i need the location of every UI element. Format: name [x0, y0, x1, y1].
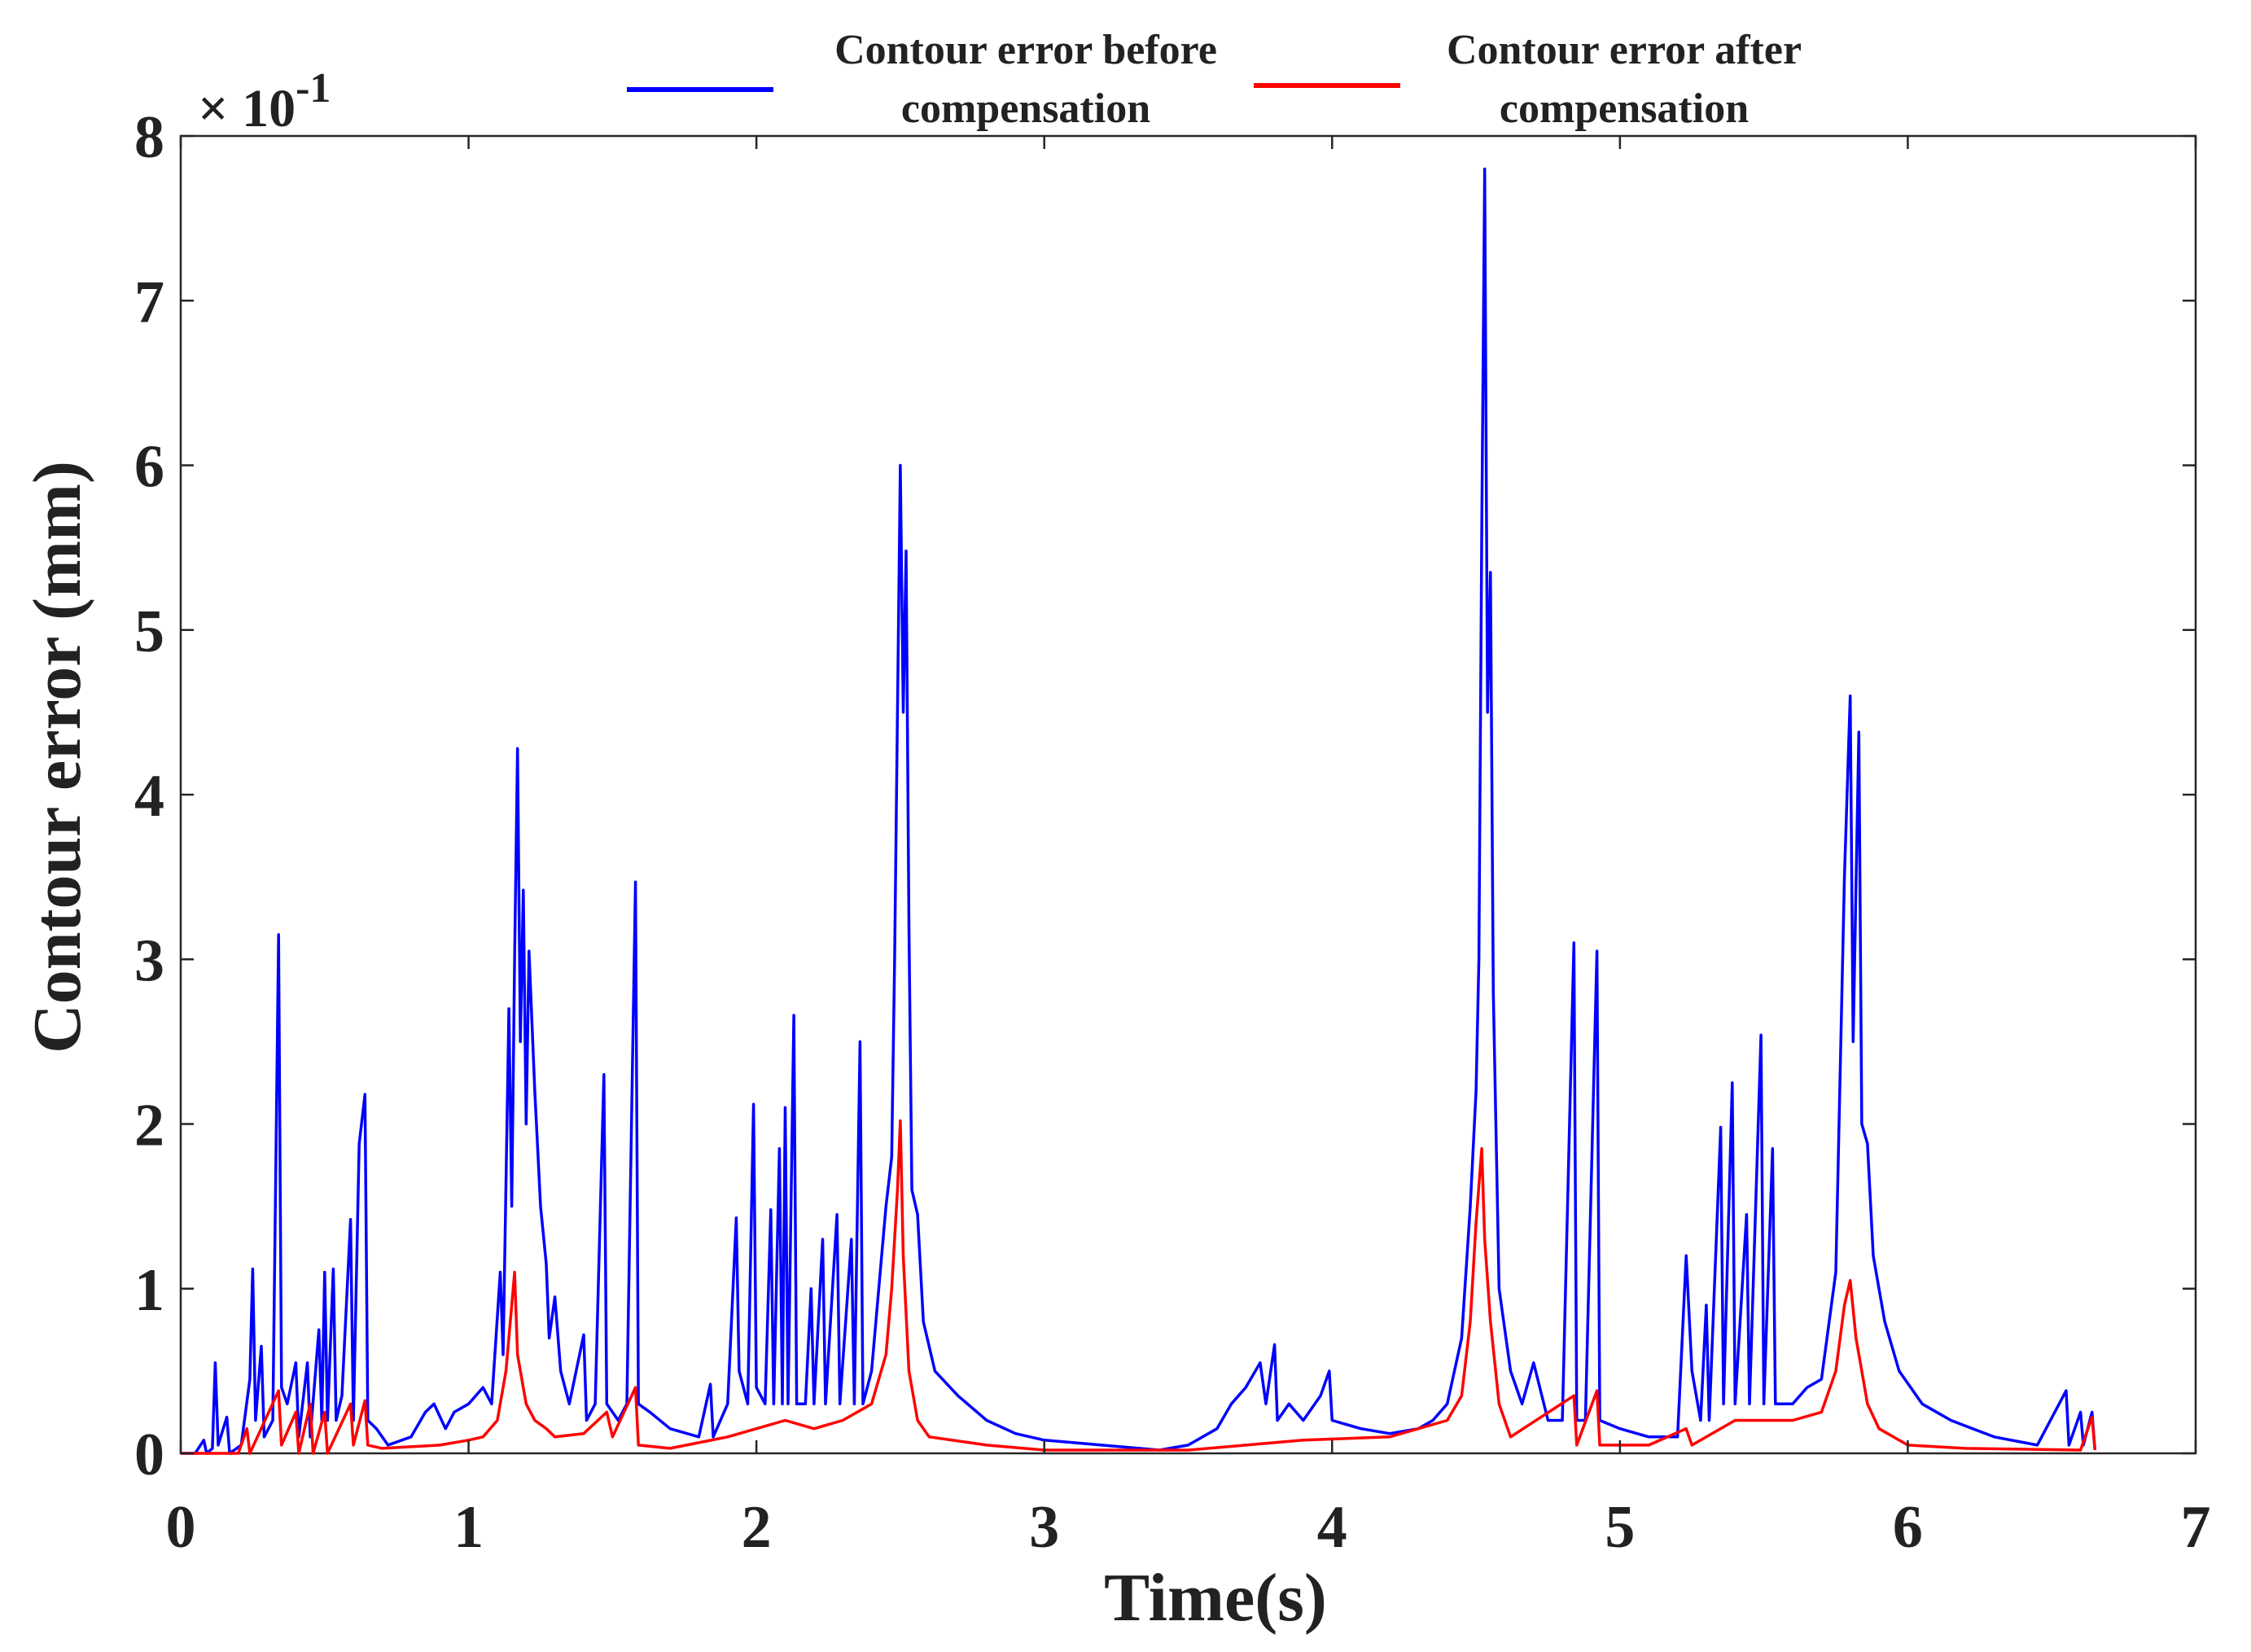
y-tick-label: 2 — [134, 1093, 164, 1159]
y-tick-label: 1 — [134, 1257, 164, 1324]
plot-frame — [179, 134, 2197, 1455]
legend-label-before-line2: compensation — [901, 85, 1150, 132]
y-axis-multiplier-base: × 10 — [198, 79, 296, 138]
x-tick-label: 0 — [166, 1494, 196, 1561]
series-line-1 — [181, 1119, 2097, 1455]
series-layer — [181, 167, 2097, 1455]
y-axis-title: Contour error (mm) — [20, 461, 95, 1054]
ticks-layer: 0 1 2 3 4 5 6 7 0 1 2 3 4 5 6 7 8 — [134, 104, 2211, 1561]
y-tick-label: 0 — [134, 1422, 164, 1488]
x-tick-label: 5 — [1605, 1494, 1635, 1561]
legend: Contour error before compensation Contou… — [627, 27, 1802, 132]
y-tick-label: 4 — [134, 763, 164, 830]
y-tick-label: 8 — [134, 104, 164, 171]
legend-label-before-line1: Contour error before — [834, 27, 1217, 73]
x-tick-label: 1 — [453, 1494, 484, 1561]
legend-label-after-line2: compensation — [1500, 85, 1749, 132]
x-tick-label: 7 — [2181, 1494, 2211, 1561]
x-tick-label: 6 — [1893, 1494, 1923, 1561]
plot-area-border — [179, 134, 2197, 1455]
series-line-0 — [181, 167, 2097, 1455]
y-axis-multiplier-power: -1 — [296, 65, 331, 112]
y-tick-label: 5 — [134, 598, 164, 665]
y-tick-label: 7 — [134, 269, 164, 335]
x-tick-label: 2 — [742, 1494, 772, 1561]
y-tick-label: 3 — [134, 927, 164, 994]
y-axis-multiplier: × 10-1 — [198, 65, 331, 138]
legend-label-after-line1: Contour error after — [1447, 27, 1802, 73]
y-tick-label: 6 — [134, 434, 164, 501]
x-tick-label: 3 — [1029, 1494, 1059, 1561]
x-tick-label: 4 — [1317, 1494, 1347, 1561]
x-axis-title: Time(s) — [1104, 1560, 1327, 1636]
